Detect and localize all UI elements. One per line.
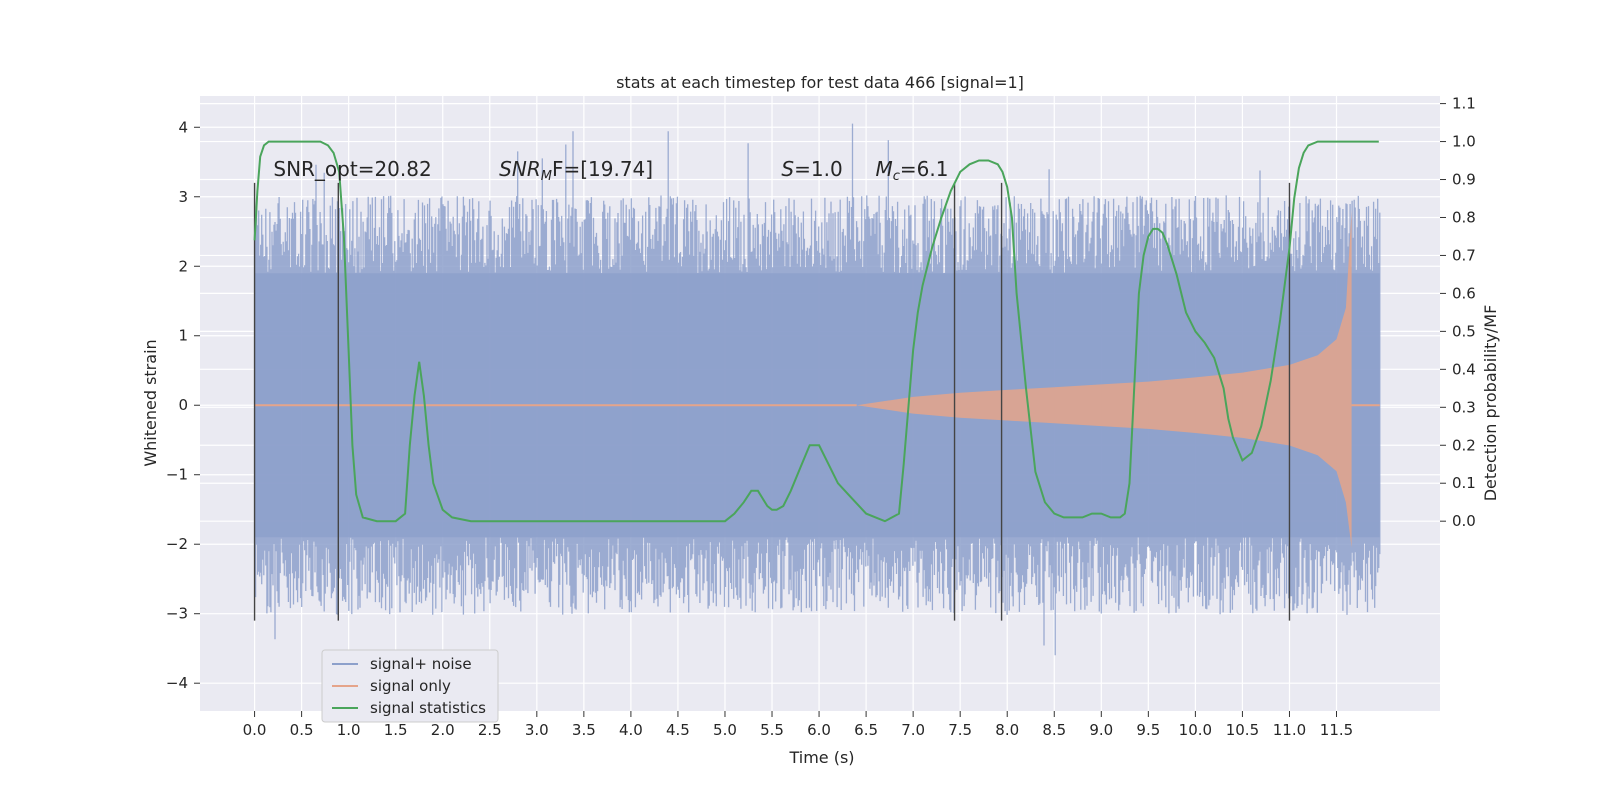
legend-box xyxy=(321,649,499,723)
y-tick-label: 3 xyxy=(178,188,188,206)
x-tick-label: 8.5 xyxy=(1042,721,1066,739)
x-tick-label: 3.0 xyxy=(525,721,549,739)
y-right-tick-label: 0.0 xyxy=(1452,512,1476,530)
y-right-tick-label: 0.4 xyxy=(1452,360,1476,378)
y-right-tick-label: 0.6 xyxy=(1452,284,1476,302)
legend-label: signal statistics xyxy=(370,699,486,717)
statistic-line xyxy=(253,140,1379,523)
x-tick-label: 5.5 xyxy=(760,721,784,739)
annotation-s-name: S xyxy=(781,157,794,181)
y-right-tick-label: 0.7 xyxy=(1452,246,1476,264)
annotation-snr-mf-name: SNR xyxy=(499,157,541,181)
y-right-tick-label: 0.5 xyxy=(1452,322,1476,340)
x-tick-label: 9.0 xyxy=(1089,721,1113,739)
x-tick-label: 4.5 xyxy=(666,721,690,739)
x-tick-label: 11.0 xyxy=(1273,721,1306,739)
y-tick-label: 0 xyxy=(178,396,188,414)
annotation-mc-name: M xyxy=(876,157,893,181)
y-tick-label: −1 xyxy=(166,466,188,484)
annotation-mc: Mc=6.1 xyxy=(876,157,949,184)
x-tick-label: 0.5 xyxy=(290,721,314,739)
x-tick-label: 5.0 xyxy=(713,721,737,739)
y-right-tick-label: 0.8 xyxy=(1452,208,1476,226)
x-tick-label: 4.0 xyxy=(619,721,643,739)
annotation-s: S=1.0 xyxy=(781,157,842,181)
x-tick-label: 10.5 xyxy=(1226,721,1259,739)
y-right-tick-label: 1.1 xyxy=(1452,95,1476,113)
y-tick-label: −2 xyxy=(166,535,188,553)
chart-title: stats at each timestep for test data 466… xyxy=(616,73,1024,92)
y-right-tick-label: 0.3 xyxy=(1452,398,1476,416)
y-right-tick-label: 0.2 xyxy=(1452,436,1476,454)
x-tick-label: 9.5 xyxy=(1136,721,1160,739)
x-tick-label: 6.5 xyxy=(854,721,878,739)
x-tick-label: 8.0 xyxy=(995,721,1019,739)
x-tick-label: 3.5 xyxy=(572,721,596,739)
x-tick-label: 11.5 xyxy=(1320,721,1353,739)
x-tick-label: 10.0 xyxy=(1179,721,1212,739)
legend-label: signal+ noise xyxy=(370,655,472,673)
x-tick-label: 6.0 xyxy=(807,721,831,739)
axis-ticks: 0.0 0.5 1.0 1.5 2.0 2.5 3.0 3.5 4.0 4.5 5.0 5.5 6.0 6… xyxy=(166,95,1476,739)
legend: signal+ noise signal only signal statistic… xyxy=(321,649,499,723)
x-tick-label: 7.5 xyxy=(948,721,972,739)
y-tick-label: 1 xyxy=(178,327,188,345)
x-tick-label: 2.5 xyxy=(478,721,502,739)
y-tick-label: 4 xyxy=(178,118,188,136)
y-tick-label: 2 xyxy=(178,257,188,275)
x-axis-label: Time (s) xyxy=(788,748,854,767)
annotation-snr-mf: SNRMF=[19.74] xyxy=(499,157,653,184)
y-right-tick-label: 1.0 xyxy=(1452,133,1476,151)
annotation-mc-rest: =6.1 xyxy=(900,157,949,181)
y-right-tick-label: 0.1 xyxy=(1452,474,1476,492)
x-tick-label: 1.0 xyxy=(337,721,361,739)
x-tick-label: 1.5 xyxy=(384,721,408,739)
y-tick-label: −3 xyxy=(166,605,188,623)
y-tick-label: −4 xyxy=(166,674,188,692)
signal-only-series xyxy=(254,210,1380,548)
x-tick-label: 0.0 xyxy=(243,721,267,739)
y-axis-label: Whitened strain xyxy=(141,339,160,466)
annotation-mc-sub: c xyxy=(893,169,900,184)
legend-label: signal only xyxy=(370,677,451,695)
annotations: SNR_opt=20.82 SNRMF=[19.74] S=1.0 Mc=6.1 xyxy=(273,157,948,184)
y-right-tick-label: 0.9 xyxy=(1452,171,1476,189)
annotation-snr-mf-rest: F=[19.74] xyxy=(552,157,653,181)
x-tick-label: 7.0 xyxy=(901,721,925,739)
signal-statistics-series xyxy=(253,140,1379,523)
annotation-snr-opt: SNR_opt=20.82 xyxy=(273,157,431,181)
annotation-snr-mf-sub: M xyxy=(541,169,552,184)
y-axis-right-label: Detection probability/MF xyxy=(1481,305,1500,502)
annotation-s-rest: =1.0 xyxy=(794,157,843,181)
signal-envelope xyxy=(856,210,1352,548)
x-tick-label: 2.0 xyxy=(431,721,455,739)
